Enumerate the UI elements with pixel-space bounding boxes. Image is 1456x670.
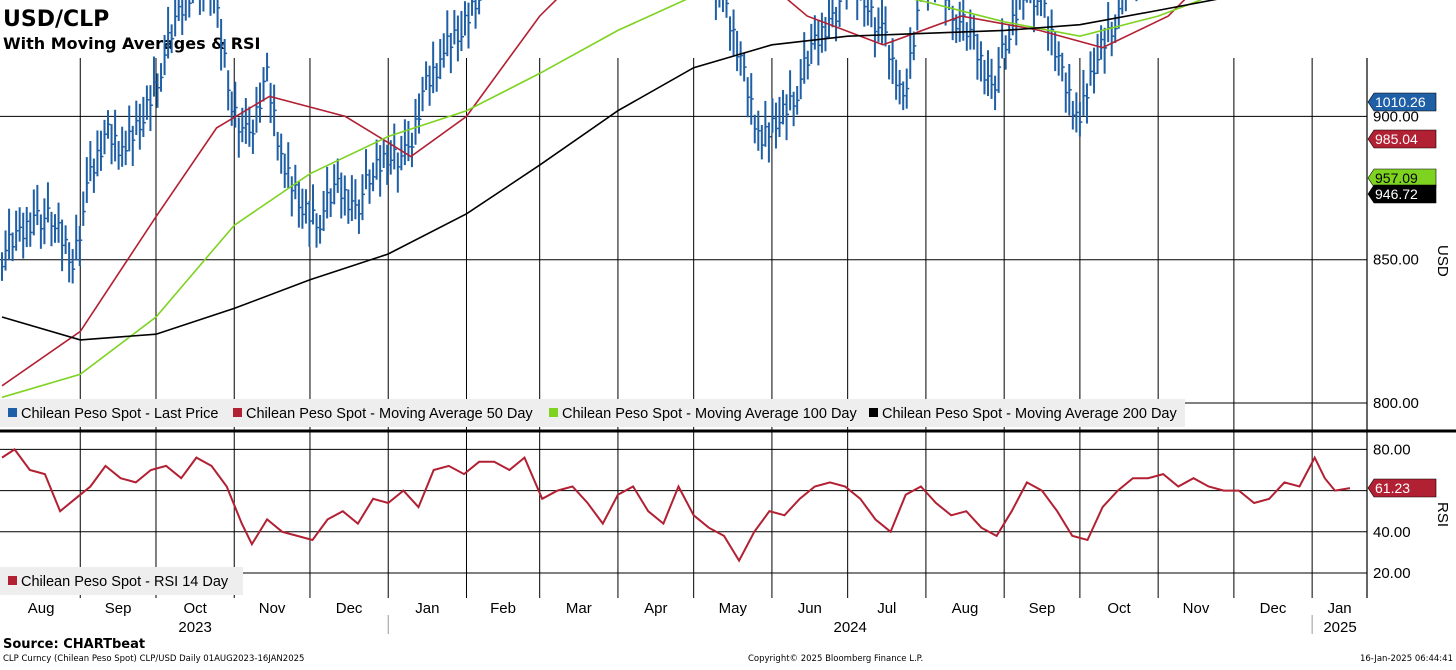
month-tick-label: Oct xyxy=(183,600,207,617)
month-tick-label: Nov xyxy=(1183,600,1210,617)
copyright-label: Copyright© 2025 Bloomberg Finance L.P. xyxy=(748,654,923,664)
month-tick-label: Nov xyxy=(259,600,286,617)
rsi-line xyxy=(1,448,1351,563)
chart-title: USD/CLP xyxy=(3,7,109,32)
month-tick-label: Sep xyxy=(105,600,132,617)
month-tick-label: Jul xyxy=(877,600,896,617)
legend-label: Chilean Peso Spot - Moving Average 100 D… xyxy=(562,406,857,422)
legend-swatch xyxy=(8,408,17,417)
ma200-line xyxy=(1,0,1218,341)
year-tick-label: 2023 xyxy=(178,619,211,636)
legend-label: Chilean Peso Spot - Last Price xyxy=(21,406,218,422)
legend-swatch xyxy=(549,408,558,417)
rsi-tick-label: 40.00 xyxy=(1373,524,1411,541)
rsi-tick-label: 80.00 xyxy=(1373,441,1411,458)
price-axis-title: USD xyxy=(1434,245,1451,277)
month-tick-label: Jun xyxy=(798,600,822,617)
security-description: CLP Curncy (Chilean Peso Spot) CLP/USD D… xyxy=(3,654,304,664)
year-tick-label: 2025 xyxy=(1323,619,1356,636)
ma100-line xyxy=(1,0,1203,399)
legend-label: Chilean Peso Spot - RSI 14 Day xyxy=(21,574,229,590)
ma100-tag-bg xyxy=(1367,168,1437,188)
month-tick-label: May xyxy=(719,600,748,617)
last-price-tag-bg xyxy=(1367,92,1437,112)
month-tick-label: Aug xyxy=(952,600,979,617)
rsi-tag-bg xyxy=(1367,478,1437,498)
ma100-tag: 957.09 xyxy=(1367,168,1437,188)
chart-subtitle: With Moving Averages & RSI xyxy=(3,34,260,53)
month-tick-label: Aug xyxy=(28,600,55,617)
month-tick-label: Dec xyxy=(1260,600,1287,617)
year-tick-label: 2024 xyxy=(833,619,866,636)
legend-label: Chilean Peso Spot - Moving Average 200 D… xyxy=(882,406,1177,422)
price-tick-label: 800.00 xyxy=(1373,395,1419,412)
price-legend-bg xyxy=(0,399,1185,427)
ma200-tag-text: 946.72 xyxy=(1375,186,1418,202)
price-tick-label: 900.00 xyxy=(1373,108,1419,125)
ma50-tag-text: 985.04 xyxy=(1375,131,1418,147)
price-tick-label: 850.00 xyxy=(1373,252,1419,269)
ma50-line xyxy=(1,0,1186,387)
source-label: Source: CHARTbeat xyxy=(3,637,145,652)
month-tick-label: Dec xyxy=(336,600,363,617)
legend-swatch xyxy=(869,408,878,417)
rsi-tick-label: 20.00 xyxy=(1373,565,1411,582)
rsi-axis-title: RSI xyxy=(1434,502,1451,527)
last-price-tag-text: 1010.26 xyxy=(1375,94,1426,110)
month-tick-label: Jan xyxy=(1327,600,1351,617)
price-panel: 800.00850.00900.00950.001000.001010.2698… xyxy=(0,0,1456,433)
month-tick-label: Feb xyxy=(490,600,516,617)
month-tick-label: Jan xyxy=(415,600,439,617)
ma200-tag-bg xyxy=(1367,184,1437,204)
rsi-tag: 61.23 xyxy=(1367,478,1437,498)
last-price-tag: 1010.26 xyxy=(1367,92,1437,112)
x-axis: Aug Sep Oct Nov Dec Jan Feb Mar Apr May Jun Jul Aug S… xyxy=(28,600,1357,636)
legend-label: Chilean Peso Spot - Moving Average 50 Da… xyxy=(246,406,533,422)
month-tick-label: Sep xyxy=(1029,600,1056,617)
timestamp-label: 16-Jan-2025 06:44:41 xyxy=(1360,654,1453,664)
ma50-tag-bg xyxy=(1367,129,1437,149)
month-tick-label: Apr xyxy=(644,600,667,617)
month-tick-label: Oct xyxy=(1107,600,1131,617)
ma200-tag: 946.72 xyxy=(1367,184,1437,204)
ma50-tag: 985.04 xyxy=(1367,129,1437,149)
legend-swatch xyxy=(233,408,242,417)
rsi-tag-text: 61.23 xyxy=(1375,480,1410,496)
month-tick-label: Mar xyxy=(566,600,592,617)
rsi-legend-bg xyxy=(0,567,243,595)
ma100-tag-text: 957.09 xyxy=(1375,170,1418,186)
legend-swatch xyxy=(8,576,17,585)
